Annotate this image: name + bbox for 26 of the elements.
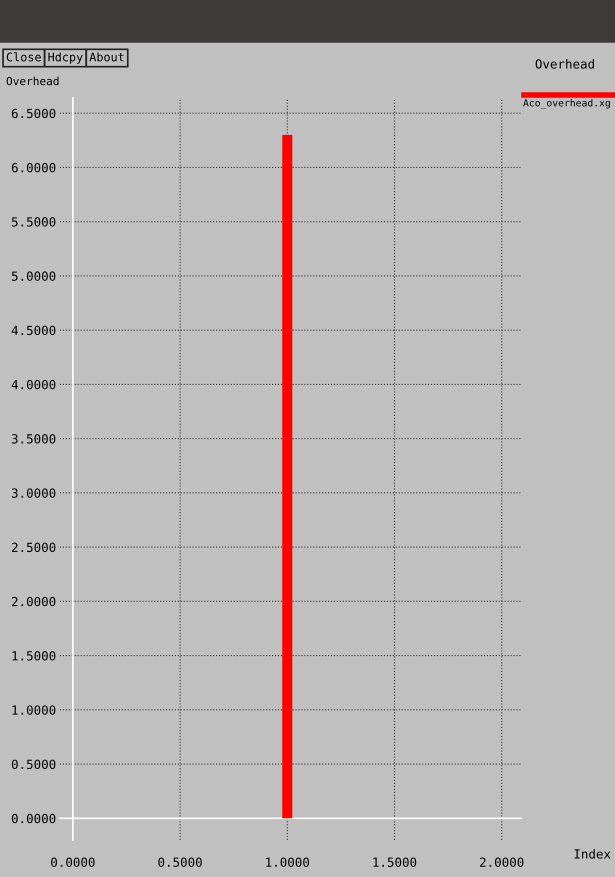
y-tick-label: 6.5000 [12,108,56,118]
y-tick-label: 1.5000 [12,651,56,661]
y-tick-label: 3.5000 [12,434,56,444]
x-axis-title: Index [574,848,611,859]
x-tick-label: 2.0000 [480,857,524,867]
y-tick-label: 0.5000 [12,760,56,770]
y-tick-label: 5.0000 [12,271,56,281]
text: About [89,52,124,62]
x-tick-label: 0.0000 [51,857,95,867]
x-tick-label: 1.0000 [266,857,310,867]
text: Aco_overhead.xg [523,99,610,109]
y-tick-label: 5.5000 [12,217,56,227]
y-tick-label: 3.0000 [12,488,56,498]
y-tick-label: 2.5000 [12,542,56,552]
y-tick-label: 1.0000 [12,705,56,715]
text: Overhead [536,58,594,69]
y-tick-label: 6.0000 [12,162,56,172]
y-tick-label: 4.0000 [12,380,56,390]
y-tick-label: 4.5000 [12,326,56,336]
y-tick-label: 2.0000 [12,596,56,606]
text: Close [6,52,41,62]
y-axis-title: Overhead [6,76,58,86]
y-tick-label: 0.0000 [12,814,56,824]
x-tick-label: 1.5000 [373,857,416,867]
text: Hdcpy [48,52,83,64]
x-tick-label: 0.5000 [158,857,202,867]
